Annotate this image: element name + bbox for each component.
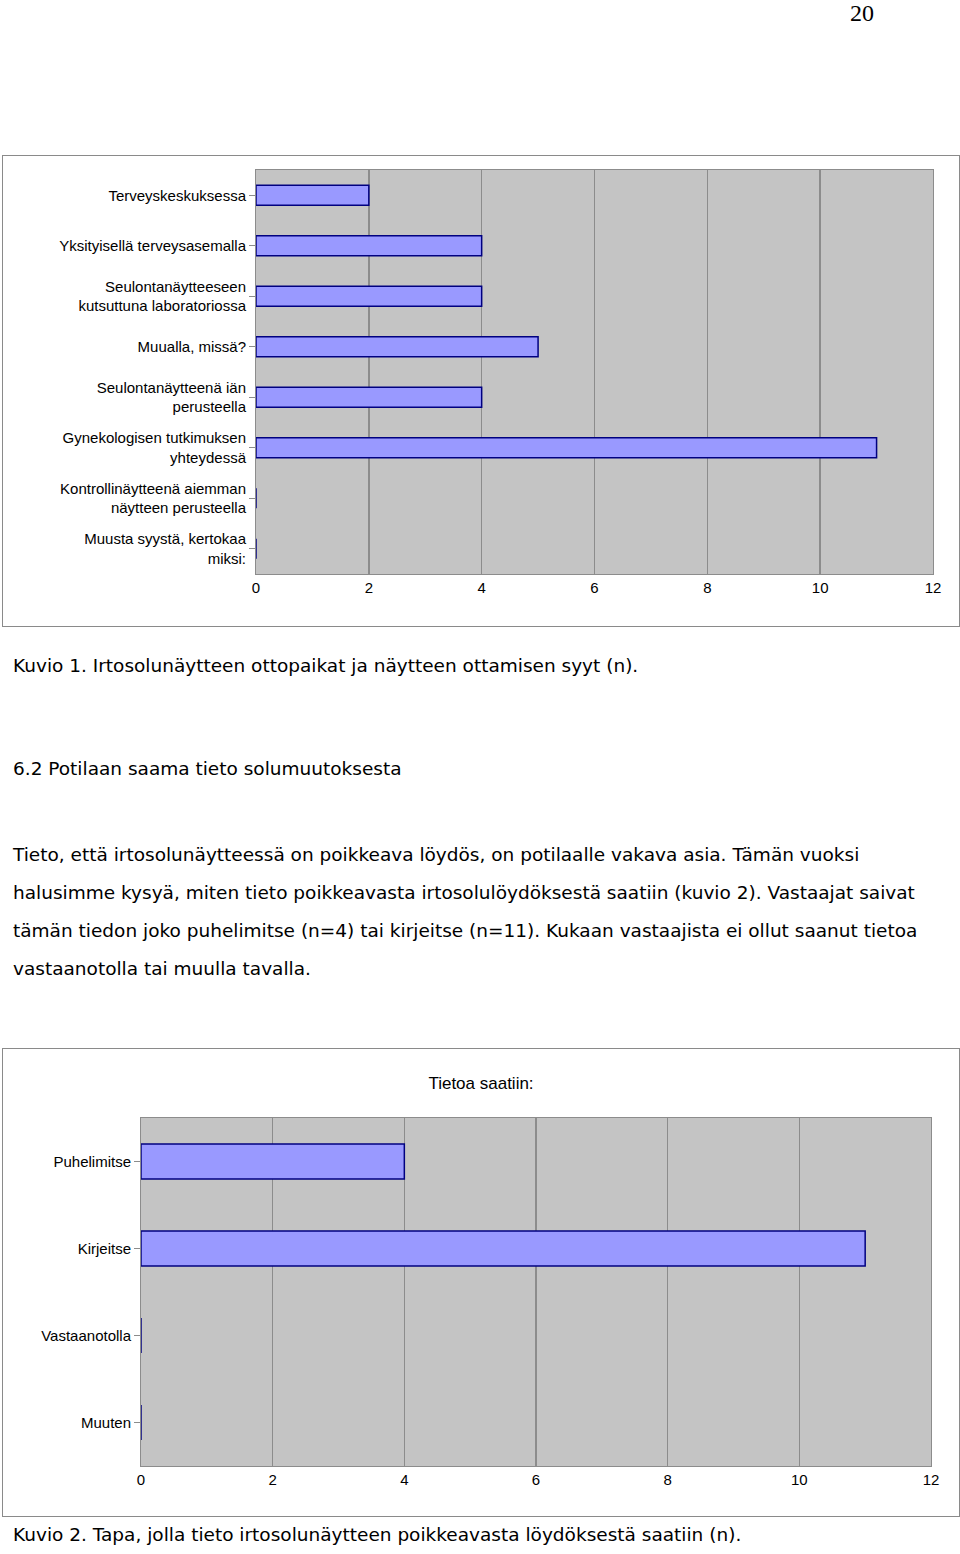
svg-text:6: 6 [532,1471,540,1488]
svg-text:4: 4 [400,1471,408,1488]
svg-text:Yksityisellä terveysasemalla: Yksityisellä terveysasemalla [59,237,246,254]
svg-text:8: 8 [703,579,711,596]
svg-text:0: 0 [137,1471,145,1488]
svg-text:Tietoa saatiin:: Tietoa saatiin: [428,1074,533,1093]
svg-text:2: 2 [365,579,373,596]
svg-text:10: 10 [791,1471,808,1488]
svg-text:Seulontanäytteeseenkutsuttuna: Seulontanäytteeseenkutsuttuna laboratori… [78,278,246,315]
svg-text:Muuten: Muuten [81,1414,131,1431]
svg-text:Puhelimitse: Puhelimitse [53,1153,131,1170]
svg-text:Vastaanotolla: Vastaanotolla [41,1327,131,1344]
html-text:Tieto, että irtosolunäytteessä: Tieto, että irtosolunäytteessä on poikke… [13,844,918,979]
svg-text:6: 6 [590,579,598,596]
svg-text:8: 8 [663,1471,671,1488]
html-text:6.2 Potilaan saama tieto solum: 6.2 Potilaan saama tieto solumuutoksesta [13,758,402,779]
svg-text:Kontrollinäytteenä aiemmannäyt: Kontrollinäytteenä aiemmannäytteen perus… [60,480,247,517]
svg-text:4: 4 [477,579,485,596]
svg-text:Muualla, missä?: Muualla, missä? [138,338,246,355]
html-text:Kuvio 2. Tapa, jolla tieto irt: Kuvio 2. Tapa, jolla tieto irtosolunäytt… [13,1524,742,1545]
svg-text:12: 12 [925,579,942,596]
svg-text:2: 2 [268,1471,276,1488]
svg-text:10: 10 [812,579,829,596]
html-text:20: 20 [850,0,874,26]
svg-text:0: 0 [252,579,260,596]
svg-text:12: 12 [923,1471,940,1488]
svg-text:Muusta syystä, kertokaamiksi:: Muusta syystä, kertokaamiksi: [84,530,246,567]
svg-text:Terveyskeskuksessa: Terveyskeskuksessa [108,187,246,204]
html-text:Kuvio 1. Irtosolunäytteen otto: Kuvio 1. Irtosolunäytteen ottopaikat ja … [13,655,639,676]
svg-text:Seulontanäytteenä iänperusteel: Seulontanäytteenä iänperusteella [97,379,247,416]
svg-text:Kirjeitse: Kirjeitse [78,1240,131,1257]
svg-text:Gynekologisen tutkimuksenyhtey: Gynekologisen tutkimuksenyhteydessä [63,429,247,466]
